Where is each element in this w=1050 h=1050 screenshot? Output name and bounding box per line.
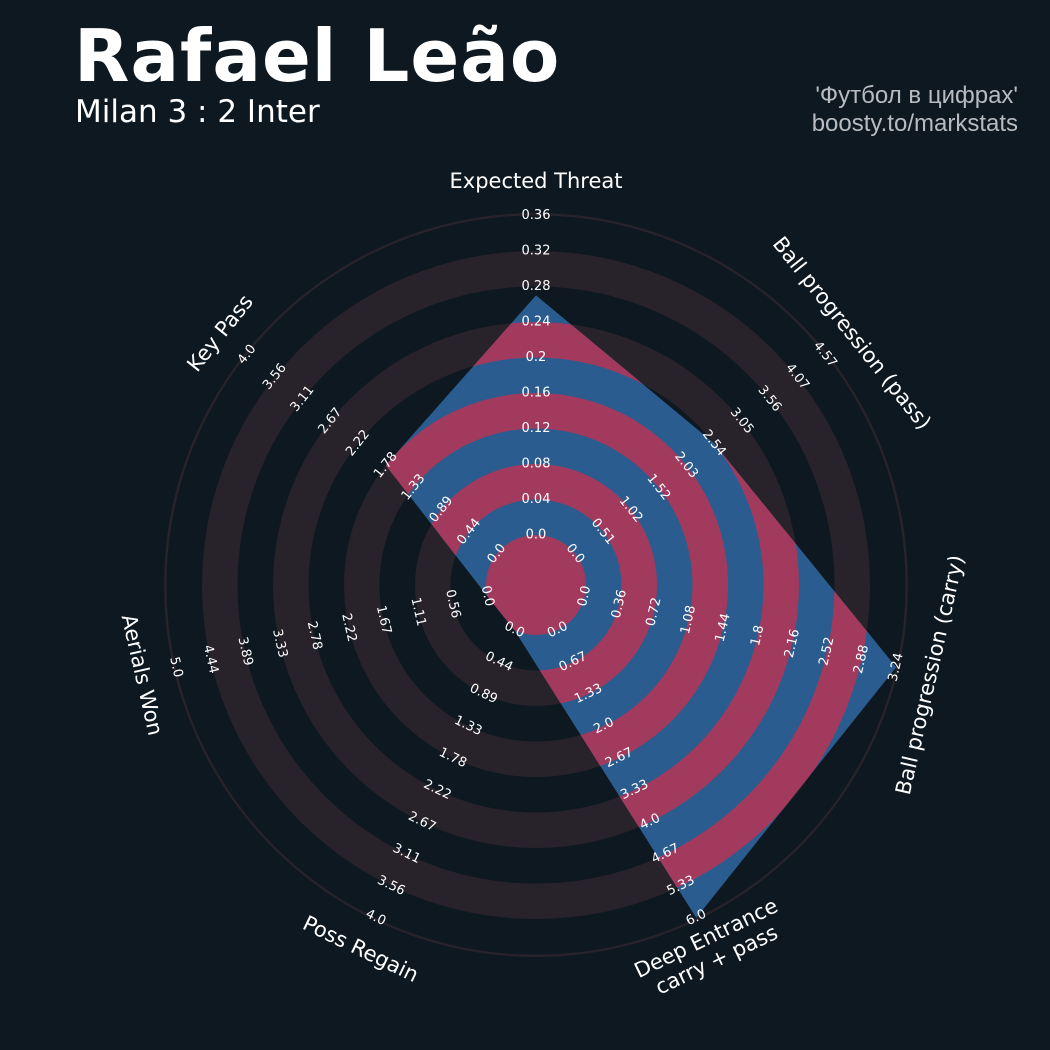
radar-axis-label-line: Expected Threat (450, 169, 623, 193)
radar-tick-labels: 0.0 0.04 0.08 0.12 0.16 0.2 0.24 0.28 0.32 0.36 0.… (166, 208, 907, 929)
radar-tick-label: 1.67 (373, 604, 394, 636)
radar-tick-label: 0.28 (522, 279, 551, 294)
credit-channel-name: 'Футбол в цифрах' (815, 82, 1018, 109)
radar-axis-label-line: Poss Regain (299, 911, 422, 987)
radar-tick-label: 3.24 (886, 651, 907, 683)
radar-tick-label: 2.22 (338, 612, 359, 644)
radar-tick-label: 0.36 (609, 588, 630, 620)
radar-tick-label: 0.56 (442, 588, 463, 620)
radar-tick-label: 2.16 (782, 628, 803, 660)
radar-tick-label: 3.33 (269, 628, 290, 660)
radar-axis-label: Poss Regain (299, 911, 422, 987)
radar-axis-label-line: Aerials Won (117, 612, 168, 738)
radar-axis-label: Ball progression (carry) (891, 553, 969, 797)
radar-tick-label: 0.04 (522, 492, 551, 507)
radar-axis-label: Aerials Won (117, 612, 168, 738)
radar-tick-label: 0.32 (522, 244, 551, 259)
radar-tick-label: 1.08 (678, 604, 699, 636)
radar-axis-label: Expected Threat (450, 169, 623, 193)
radar-value-ring-band (486, 535, 586, 635)
radar-axis-label-line: Ball progression (carry) (891, 553, 969, 797)
radar-tick-label: 0.0 (526, 528, 547, 543)
radar-tick-label: 0.08 (522, 457, 551, 472)
radar-tick-label: 0.0 (575, 584, 594, 608)
radar-tick-label: 0.2 (526, 350, 547, 365)
radar-tick-label: 1.44 (713, 612, 734, 644)
radar-tick-label: 2.88 (851, 644, 872, 676)
radar-tick-label: 4.44 (200, 644, 221, 676)
player-name-title: Rafael Leão (74, 14, 561, 98)
radar-tick-label: 4.0 (363, 907, 388, 929)
match-score-subtitle: Milan 3 : 2 Inter (75, 94, 320, 130)
radar-tick-label: 0.16 (522, 386, 551, 401)
radar-tick-label: 0.24 (522, 315, 551, 330)
radar-tick-label: 1.8 (748, 624, 767, 648)
radar-tick-label: 0.12 (522, 421, 551, 436)
radar-tick-label: 1.11 (407, 596, 428, 628)
radar-tick-label: 2.78 (304, 620, 325, 652)
radar-tick-label: 3.89 (234, 636, 255, 668)
radar-tick-label: 0.36 (522, 208, 551, 223)
radar-tick-label: 0.72 (643, 596, 664, 628)
radar-tick-label: 5.0 (166, 655, 185, 679)
radar-tick-label: 2.52 (816, 636, 837, 668)
credit-url: boosty.to/markstats (811, 110, 1018, 137)
radar-tick-label: 0.0 (478, 584, 497, 608)
